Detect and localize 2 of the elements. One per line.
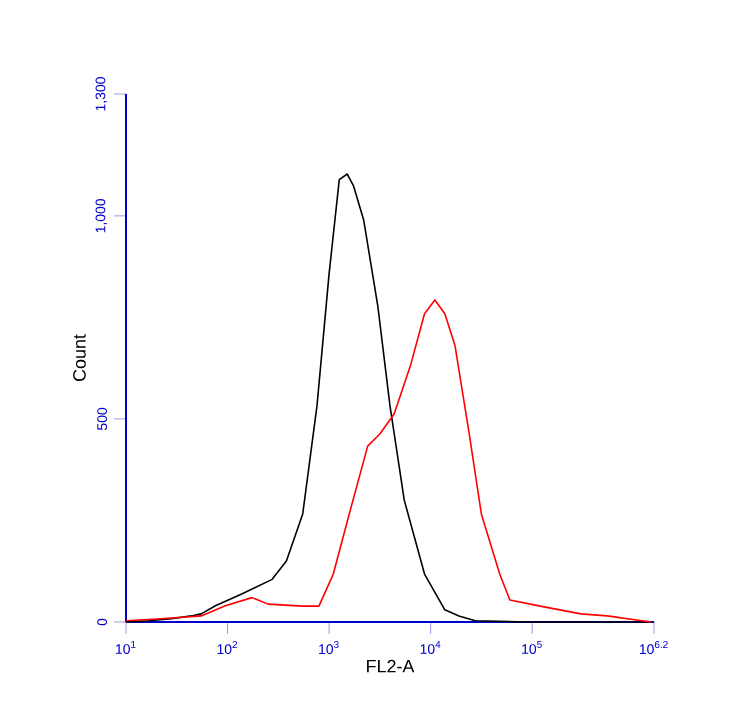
y-axis-title: Count <box>73 334 86 382</box>
x-axis-title: FL2-A <box>367 659 415 673</box>
